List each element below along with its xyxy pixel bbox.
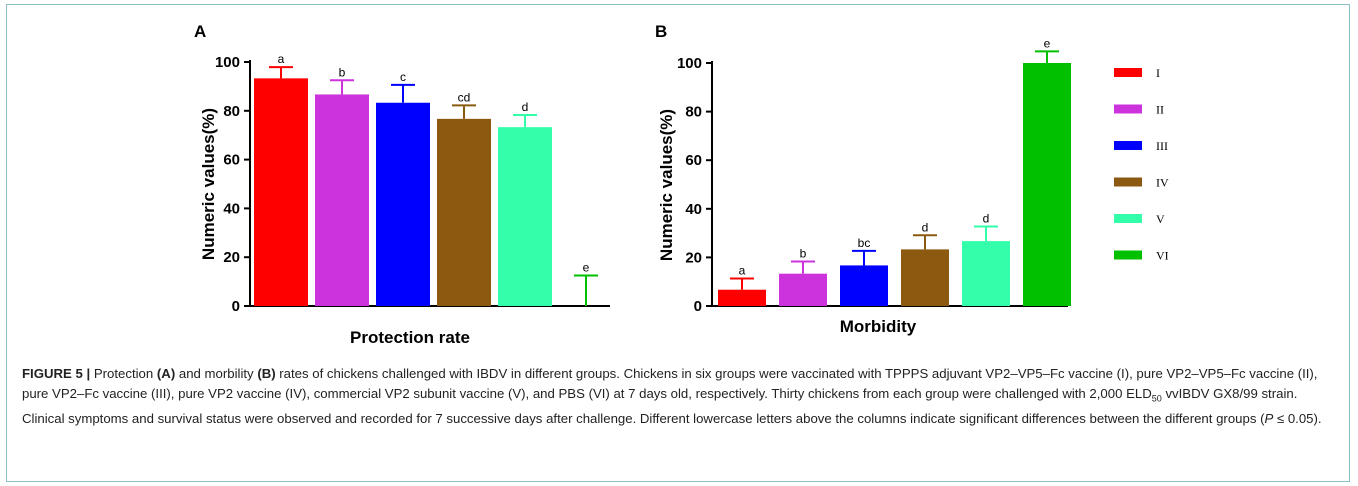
legend-label: IV	[1156, 176, 1169, 190]
caption-text-3: rates of chickens challenged with IBDV i…	[22, 366, 1318, 401]
panel-a-x-axis-label: Protection rate	[350, 328, 470, 347]
legend-swatch	[1114, 214, 1142, 223]
panel-b-bar	[1023, 63, 1071, 306]
panel-b-significance-label: bc	[858, 236, 871, 250]
panel-a-significance-label: c	[400, 70, 406, 84]
panel-a-y-tick-label: 40	[223, 200, 240, 217]
panel-a-significance-label: d	[522, 100, 529, 114]
panel-a-bar	[437, 118, 491, 307]
panel-b-y-tick-label: 20	[685, 249, 702, 266]
panel-b-significance-label: b	[800, 247, 807, 261]
panel-b-y-tick-label: 40	[685, 201, 702, 218]
legend-swatch	[1114, 177, 1142, 187]
panel-a-bar	[254, 78, 308, 307]
panel-a-bar	[315, 94, 369, 307]
figure-charts: A Numeric values(%) Protection rate 0 20 4…	[194, 22, 1169, 347]
panel-a-significance-label: e	[583, 261, 590, 275]
legend-swatch	[1114, 250, 1142, 260]
legend-label: VI	[1156, 249, 1169, 263]
panel-a-plot: 0 20 40 60 80 100 a b c cd d e	[215, 52, 610, 315]
legend-label: V	[1156, 212, 1165, 226]
panel-b-x-axis-label: Morbidity	[840, 317, 917, 336]
caption-text-4: vvIBDV GX8/99 strain. Clinical symptoms …	[22, 386, 1298, 426]
panel-b-bar	[962, 241, 1010, 306]
panel-b-y-tick-label: 60	[685, 152, 702, 169]
panel-b-significance-label: a	[739, 264, 746, 278]
panel-a-significance-label: a	[278, 52, 285, 66]
caption-text-1: Protection	[90, 366, 157, 381]
panel-b-y-axis-label: Numeric values(%)	[657, 109, 676, 261]
caption-text-5: ≤ 0.05).	[1273, 410, 1322, 426]
panel-a-y-tick-label: 0	[232, 298, 240, 315]
panel-a: A Numeric values(%) Protection rate 0 20 4…	[194, 22, 610, 347]
panel-b-significance-label: e	[1044, 36, 1051, 50]
panel-a-letter: A	[194, 22, 206, 41]
legend-label: I	[1156, 66, 1160, 80]
caption-subscript: 50	[1151, 393, 1162, 404]
panel-a-bar	[376, 102, 430, 306]
panel-b-bar	[779, 273, 827, 306]
panel-a-bar	[498, 127, 552, 306]
legend-label: II	[1156, 103, 1164, 117]
caption-panel-a-ref: (A)	[156, 366, 176, 381]
panel-a-y-tick-label: 20	[223, 249, 240, 266]
legend-swatch	[1114, 141, 1142, 150]
panel-b-bar	[718, 289, 766, 306]
panel-b-y-tick-label: 100	[677, 55, 702, 72]
panel-b-bar	[901, 249, 949, 306]
figure-frame	[6, 4, 1350, 482]
legend-swatch	[1114, 104, 1142, 114]
panel-b-y-tick-label: 80	[685, 104, 702, 121]
panel-a-y-axis-label: Numeric values(%)	[199, 108, 218, 260]
figure-caption: FIGURE 5 | Protection (A) and morbility …	[22, 364, 1342, 429]
panel-a-significance-label: cd	[458, 90, 471, 104]
panel-b: B Numeric values(%) Morbidity 0 20 40 60 80 1…	[655, 22, 1071, 336]
legend-label: III	[1156, 139, 1168, 153]
panel-a-y-tick-label: 100	[215, 54, 240, 71]
panel-a-y-tick-label: 60	[223, 152, 240, 169]
panel-b-significance-label: d	[922, 220, 929, 234]
legend-swatch	[1114, 68, 1142, 77]
panel-b-significance-label: d	[983, 212, 990, 226]
panel-a-significance-label: b	[339, 65, 346, 79]
caption-figure-label: FIGURE 5 |	[22, 366, 91, 381]
panel-b-letter: B	[655, 22, 667, 41]
caption-text-2: and morbility	[175, 366, 258, 381]
panel-a-y-tick-label: 80	[223, 103, 240, 120]
caption-panel-b-ref: (B)	[257, 366, 276, 381]
panel-b-y-tick-label: 0	[694, 298, 702, 315]
panel-b-bar	[840, 265, 888, 306]
panel-b-plot: 0 20 40 60 80 100 a b bc d d e	[677, 36, 1071, 315]
caption-p-symbol: P	[1264, 410, 1274, 426]
